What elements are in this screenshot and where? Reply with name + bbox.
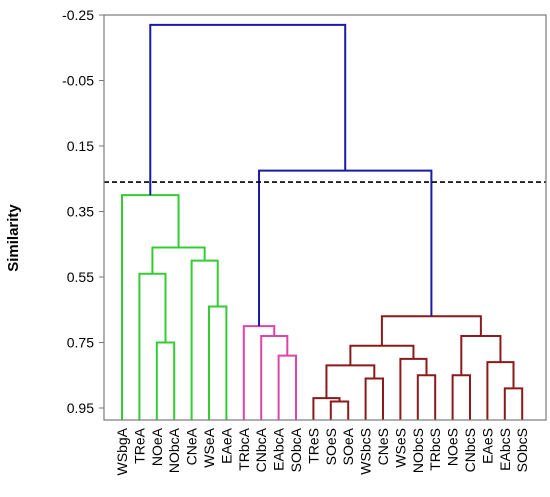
leaf-label: SOeA [340,427,356,465]
y-tick-label: 0.35 [67,204,94,220]
dendrogram-link [329,400,350,420]
leaf-label: SObcS [514,428,530,472]
dendrogram-link [364,377,384,420]
dendrogram-link [460,334,502,376]
dendrogram-link [190,259,219,420]
dendrogram-link [258,169,433,327]
dendrogram-link [503,387,524,420]
plot-frame [103,14,547,421]
dendrogram-link [138,272,167,420]
leaf-label: NObcS [410,428,426,473]
dendrogram-link [349,344,415,366]
leaf-label: TRbcA [236,427,252,470]
y-tick-label: -0.25 [62,7,94,23]
dendrogram-link [149,23,347,196]
y-axis-ticks: -0.25 -0.05 0.15 0.35 0.55 0.75 0.95 [62,7,104,416]
leaf-label: CNbcS [462,428,478,472]
dendrogram-link [380,315,482,346]
leaf-label: EAeA [218,427,234,463]
leaf-label: CNbcA [253,427,269,472]
dendrogram-links [121,23,524,420]
leaf-label: SOeS [323,428,339,465]
leaf-label: NOeA [149,427,165,466]
dendrogram-link [325,364,376,399]
leaf-label: NObcA [166,427,182,473]
leaf-label: NOeS [445,428,461,466]
dendrogram-link [260,334,289,420]
y-tick-label: 0.95 [67,400,94,416]
leaf-label: WSbcS [358,428,374,475]
y-tick-label: -0.05 [62,73,94,89]
y-axis-label: Similarity [5,204,22,272]
y-tick-label: 0.15 [67,138,94,154]
y-tick-label: 0.55 [67,269,94,285]
dendrogram-link [277,354,297,420]
leaf-label: WSeS [392,428,408,468]
leaf-label: TReA [131,427,147,463]
leaf-label: EAbcA [271,427,287,470]
leaf-label: WSeA [201,427,217,467]
dendrogram-link [399,357,428,420]
dendrogram-link [155,341,176,420]
leaf-label: EAbcS [497,428,513,471]
dendrogram-link [486,361,515,420]
y-tick-label: 0.75 [67,335,94,351]
leaf-label: TReS [305,428,321,464]
leaf-labels: WSbgA TReA NOeA NObcA CNeA WSeA EAeA TRbcA CNbcA… [114,427,530,475]
dendrogram-link [242,325,276,420]
dendrogram-link [451,374,471,420]
dendrogram-link [416,374,437,420]
leaf-label: WSbgA [114,427,130,475]
leaf-label: CNeA [184,427,200,465]
leaf-label: SObcA [288,427,304,472]
leaf-label: EAeS [479,428,495,464]
dendrogram-link [208,305,228,420]
leaf-label: TRbcS [427,428,443,471]
leaf-label: CNeS [375,428,391,465]
dendrogram-link [121,194,180,420]
